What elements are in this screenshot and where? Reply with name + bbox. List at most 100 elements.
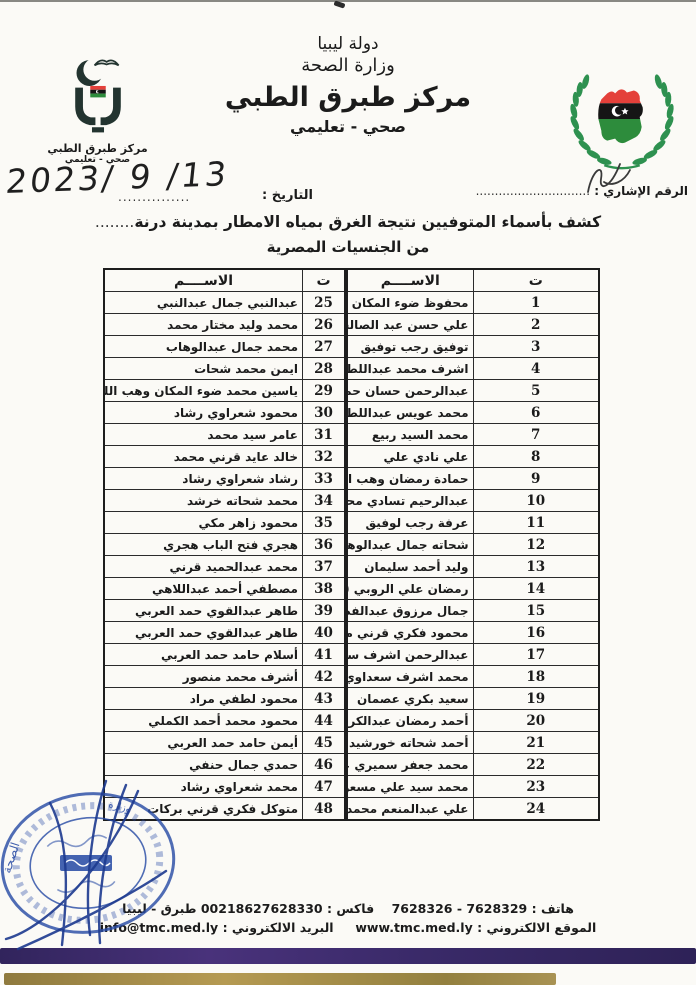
row-number: 7 (472, 423, 600, 446)
row-number: 45 (302, 731, 346, 754)
table-row: 6 محمد عويس عبداللطيف (346, 401, 600, 424)
document-title: كشف بأسماء المتوفيين نتيجة الغرق بمياه ا… (94, 213, 602, 231)
table-row: 23 محمد سيد علي مسعود (346, 775, 600, 798)
name-column-header: الاســــم (346, 268, 474, 292)
table-row: 13 وليد أحمد سليمان (346, 555, 600, 578)
row-number: 14 (472, 577, 600, 600)
deceased-name: رمضان علي الروبي (الملقب رمضان ) (346, 577, 474, 600)
row-number: 47 (302, 775, 346, 798)
table-row: 32 خالد عايد قرني محمد (103, 445, 346, 468)
row-number: 1 (472, 291, 600, 314)
title-dots: ........ (94, 213, 135, 231)
row-number: 25 (302, 291, 346, 314)
row-number: 12 (472, 533, 600, 556)
date-dots: ............... (118, 190, 191, 204)
table-row: 30 محمود شعراوي رشاد (103, 401, 346, 424)
letterhead-center-type: صحي - تعليمي (290, 116, 406, 136)
footer-city: طبرق - ليبيا (122, 901, 197, 916)
libya-wreath-icon (568, 73, 676, 170)
document-subtitle: من الجنسيات المصرية (266, 238, 430, 256)
wreath-logo (558, 60, 686, 178)
row-number: 24 (472, 797, 600, 821)
table-row: 7 محمد السيد ربيع (346, 423, 600, 446)
deceased-name: علي عبدالمنعم محمد (346, 797, 474, 821)
table-row: 27 محمد جمال عبدالوهاب (103, 335, 346, 358)
deceased-name: محفوظ ضوء المكان وهب الله (346, 291, 474, 314)
date-label: التاريخ : (262, 188, 313, 203)
table-row: 15 جمال مرزوق عبدالفضل (346, 599, 600, 622)
table-body: 1 محفوظ ضوء المكان وهب الله 2 علي حسن عب… (346, 291, 600, 821)
row-number: 38 (302, 577, 346, 600)
reference-number-line: الرقم الإشاري : ........................… (438, 184, 688, 198)
row-number: 26 (302, 313, 346, 336)
row-number: 48 (302, 797, 346, 821)
fax-label: فاكس : (326, 901, 375, 916)
letterhead-ministry: وزارة الصحة (301, 55, 395, 77)
deceased-name: محمد شحاته خرشد (103, 489, 303, 512)
row-number: 32 (302, 445, 346, 468)
row-number: 17 (472, 643, 600, 666)
row-number: 3 (472, 335, 600, 358)
deceased-name: محمد اشرف سعداوي (346, 665, 474, 688)
deceased-name: علي حسن عبد الصالحين (346, 313, 474, 336)
footer-gold-bar (4, 973, 556, 985)
website-url: www.tmc.med.ly (355, 920, 473, 935)
row-number: 34 (302, 489, 346, 512)
handwritten-date: 2023/ 9 /13 (4, 154, 232, 201)
deceased-name: سعيد بكري عصمان (346, 687, 474, 710)
table-row: 8 علي نادي علي (346, 445, 600, 468)
deceased-name: أشرف محمد منصور (103, 665, 303, 688)
table-header-row: ت الاســــم (103, 268, 346, 292)
deceased-name: محمود زاهر مكي (103, 511, 303, 534)
reference-label: الرقم الإشاري : (594, 184, 688, 198)
name-column-header: الاســــم (103, 268, 303, 292)
table-row: 10 عبدالرحيم تسادي محمد (346, 489, 600, 512)
table-row: 1 محفوظ ضوء المكان وهب الله (346, 291, 600, 314)
row-number: 19 (472, 687, 600, 710)
stamp-word-side: الصحة (0, 841, 23, 875)
deceased-name: شحاته جمال عبدالوهاب (346, 533, 474, 556)
deceased-name: محمد السيد ربيع (346, 423, 474, 446)
fax-number: 00218627628330 (200, 901, 323, 916)
center-logo: مركز طبرق الطبي صحي - تعليمي (30, 55, 165, 165)
row-number: 11 (472, 511, 600, 534)
deceased-name: خالد عايد قرني محمد (103, 445, 303, 468)
table-row: 14 رمضان علي الروبي (الملقب رمضان ) (346, 577, 600, 600)
row-number: 27 (302, 335, 346, 358)
row-number: 13 (472, 555, 600, 578)
row-number: 31 (302, 423, 346, 446)
row-number: 28 (302, 357, 346, 380)
footer-purple-bar (0, 948, 696, 964)
deceased-name: محمد عويس عبداللطيف (346, 401, 474, 424)
table-row: 12 شحاته جمال عبدالوهاب (346, 533, 600, 556)
deceased-name: عبدالرحيم تسادي محمد (346, 489, 474, 512)
table-row: 20 أحمد رمضان عبدالكريم (346, 709, 600, 732)
number-column-header: ت (472, 268, 600, 292)
table-row: 46 حمدي جمال حنفي (103, 753, 346, 776)
row-number: 18 (472, 665, 600, 688)
deceased-name: ياسين محمد ضوء المكان وهب الله (103, 379, 303, 402)
table-row: 25 عبدالنبي جمال عبدالنبي (103, 291, 346, 314)
table-row: 3 توفيق رجب توفيق (346, 335, 600, 358)
deceased-name: هجري فتح الباب هجري (103, 533, 303, 556)
row-number: 41 (302, 643, 346, 666)
row-number: 15 (472, 599, 600, 622)
deceased-name: مصطفي أحمد عبداللاهي (103, 577, 303, 600)
scan-edge-line (0, 0, 696, 2)
row-number: 22 (472, 753, 600, 776)
table-body: 25 عبدالنبي جمال عبدالنبي 26 محمد وليد م… (103, 291, 346, 821)
row-number: 29 (302, 379, 346, 402)
row-number: 8 (472, 445, 600, 468)
phone-label: هاتف : (531, 901, 574, 916)
deceased-name: حمادة رمضان وهب الله الضبع (346, 467, 474, 490)
deceased-name: رشاد شعراوي رشاد (103, 467, 303, 490)
deceased-name: جمال مرزوق عبدالفضل (346, 599, 474, 622)
names-table-25-48: ت الاســــم 25 عبدالنبي جمال عبدالنبي 26… (103, 268, 346, 821)
deceased-name: محمود محمد أحمد الكملي (103, 709, 303, 732)
deceased-name: محمود فكري قرني محمد (346, 621, 474, 644)
letterhead-center-name: مركز طبرق الطبي (224, 81, 472, 113)
deceased-name: ايمن محمد شحات (103, 357, 303, 380)
deceased-name: محمد سيد علي مسعود (346, 775, 474, 798)
website-label: الموقع الالكتروني : (477, 920, 597, 935)
